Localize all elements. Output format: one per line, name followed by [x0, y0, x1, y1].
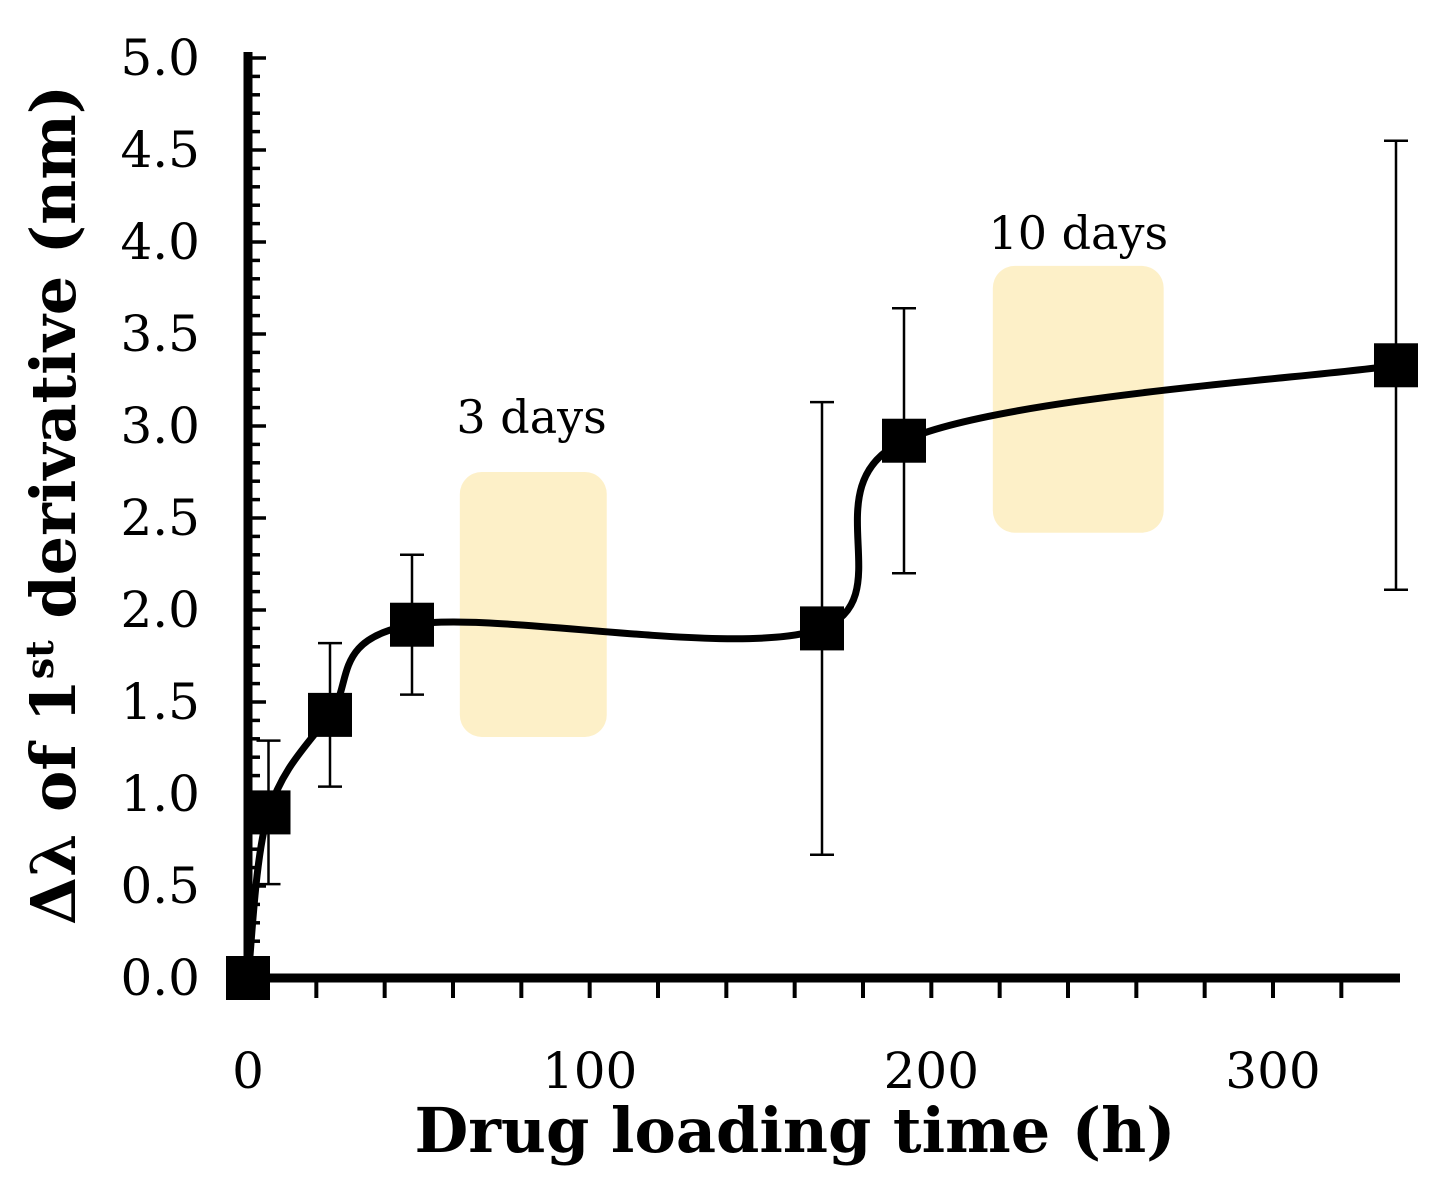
y-axis-title-sup: st: [17, 640, 62, 679]
data-point: [226, 956, 270, 1000]
y-tick-label: 1.5: [120, 673, 200, 731]
ticks: [248, 56, 1344, 998]
annotations: 3 days 10 days: [456, 206, 1168, 444]
data-point: [1374, 343, 1418, 388]
y-tick-label: 3.0: [120, 397, 200, 455]
data-point: [308, 692, 352, 737]
y-tick-label: 1.0: [120, 765, 200, 823]
y-tick-label: 0.0: [120, 949, 200, 1007]
data-point: [882, 418, 926, 463]
y-tick-label: 2.5: [120, 489, 200, 547]
x-tick-label: 300: [1225, 1042, 1320, 1100]
annotation-label-1: 3 days: [456, 390, 606, 444]
data-point: [390, 602, 434, 647]
data-point: [800, 606, 844, 651]
tick-labels: 0.0 0.5 1.0 1.5 2.0 2.5 3.0 3.5 4.0 4.5 5.0 0 100 200…: [120, 29, 1320, 1100]
x-tick-label: 0: [232, 1042, 264, 1100]
y-axis-title-tail: derivative (nm): [17, 85, 90, 640]
y-tick-label: 2.0: [120, 581, 200, 639]
data-point: [246, 790, 291, 835]
y-tick-label: 4.5: [120, 121, 200, 179]
series-line: [244, 361, 1400, 982]
series: [226, 139, 1418, 1000]
y-tick-label: 0.5: [120, 857, 200, 915]
x-axis-title: Drug loading time (h): [414, 1094, 1175, 1167]
annotation-label-2: 10 days: [988, 206, 1168, 260]
x-tick-label: 200: [884, 1042, 979, 1100]
highlight-region-1: [459, 472, 607, 737]
y-tick-label: 5.0: [120, 29, 200, 87]
y-axis-title: Δλ of 1st derivative (nm): [17, 85, 90, 925]
y-tick-label: 4.0: [120, 213, 200, 271]
y-tick-label: 3.5: [120, 305, 200, 363]
x-tick-label: 100: [542, 1042, 637, 1100]
highlight-regions: [459, 265, 1164, 737]
y-axis-title-main: Δλ of 1: [17, 679, 90, 925]
